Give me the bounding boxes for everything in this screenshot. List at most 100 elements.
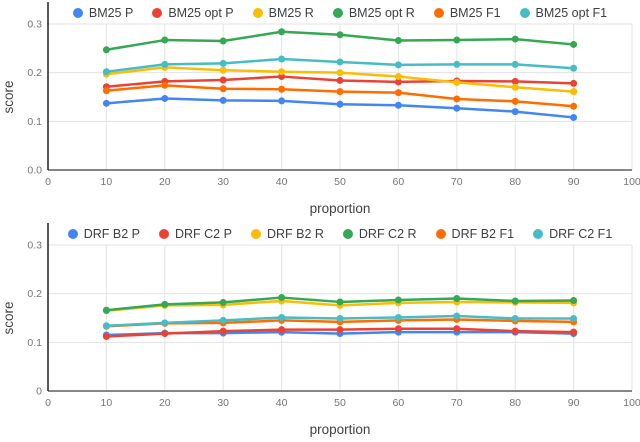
data-point-marker	[219, 76, 227, 84]
data-point-marker	[102, 68, 110, 76]
data-point-marker	[102, 87, 110, 95]
data-point-marker	[102, 332, 110, 340]
data-point-marker	[453, 36, 461, 44]
x-tick-label: 90	[568, 397, 580, 409]
y-tick-label: 0	[36, 386, 42, 398]
data-point-marker	[511, 327, 519, 335]
data-point-marker	[394, 89, 402, 97]
data-point-marker	[102, 99, 110, 107]
data-point-marker	[453, 60, 461, 68]
data-point-marker	[278, 326, 286, 334]
data-point-marker	[336, 314, 344, 322]
x-tick-label: 20	[159, 176, 171, 188]
data-point-marker	[511, 35, 519, 43]
legend-swatch-icon	[67, 229, 78, 239]
data-point-marker	[570, 296, 578, 304]
x-tick-label: 0	[45, 176, 51, 188]
legend-label: BM25 opt P	[168, 6, 234, 20]
data-point-marker	[453, 325, 461, 333]
data-point-marker	[161, 36, 169, 44]
x-tick-label: 10	[101, 176, 113, 188]
x-tick-label: 30	[217, 176, 229, 188]
legend-swatch-icon	[72, 8, 83, 18]
legend-label: DRF B2 P	[83, 227, 140, 241]
y-tick-label: 0.3	[27, 19, 42, 31]
legend-label: BM25 opt R	[348, 6, 415, 20]
data-point-marker	[394, 73, 402, 81]
data-point-marker	[278, 28, 286, 36]
data-point-marker	[511, 60, 519, 68]
data-point-marker	[394, 325, 402, 333]
legend-item: BM25 F1	[433, 6, 501, 20]
data-point-marker	[511, 77, 519, 85]
x-tick-label: 80	[509, 397, 521, 409]
data-point-marker	[570, 79, 578, 87]
data-point-marker	[161, 300, 169, 308]
plot-area-bm25: 0 10 20 30 40 50 60 70 80 90 100 0.0 0.1 0.2 0.3	[27, 2, 640, 188]
data-point-marker	[453, 312, 461, 320]
legend-bm25: BM25 P BM25 opt P BM25 R BM25 opt R BM25 F1 B…	[48, 6, 632, 20]
data-point-marker	[336, 100, 344, 108]
data-point-marker	[219, 327, 227, 335]
data-point-marker	[278, 294, 286, 302]
legend-label: DRF B2 F1	[451, 227, 515, 241]
legend-swatch-icon	[533, 229, 544, 239]
x-tick-label: 50	[334, 176, 346, 188]
legend-swatch-icon	[342, 229, 353, 239]
data-point-marker	[219, 85, 227, 93]
x-tick-label: 70	[451, 176, 463, 188]
x-tick-label: 0	[45, 397, 51, 409]
data-point-marker	[161, 319, 169, 327]
data-point-marker	[394, 37, 402, 45]
legend-item: DRF C2 P	[158, 227, 232, 241]
legend-swatch-icon	[252, 8, 263, 18]
legend-item: BM25 R	[252, 6, 314, 20]
data-point-marker	[336, 31, 344, 39]
data-point-marker	[570, 40, 578, 48]
data-point-marker	[219, 316, 227, 324]
legend-swatch-icon	[332, 8, 343, 18]
y-tick-label: 0.3	[27, 240, 42, 252]
data-point-marker	[219, 66, 227, 74]
y-tick-label: 0.1	[27, 116, 42, 128]
legend-label: DRF C2 P	[174, 227, 232, 241]
legend-swatch-icon	[519, 8, 530, 18]
data-point-marker	[394, 314, 402, 322]
data-point-marker	[570, 102, 578, 110]
data-point-marker	[336, 58, 344, 66]
data-point-marker	[570, 64, 578, 72]
data-point-marker	[511, 108, 519, 116]
legend-swatch-icon	[250, 229, 261, 239]
data-point-marker	[511, 83, 519, 91]
chart-bm25: BM25 P BM25 opt P BM25 R BM25 opt R BM25 F1 B…	[1, 2, 640, 216]
data-point-marker	[161, 94, 169, 102]
data-point-marker	[453, 295, 461, 303]
legend-swatch-icon	[433, 8, 444, 18]
legend-item: DRF B2 P	[67, 227, 140, 241]
data-point-marker	[570, 88, 578, 96]
legend-item: BM25 P	[72, 6, 133, 20]
data-point-marker	[219, 59, 227, 67]
legend-swatch-icon	[435, 229, 446, 239]
legend-item: DRF C2 R	[342, 227, 417, 241]
y-tick-label: 0.0	[27, 165, 42, 177]
data-point-marker	[453, 78, 461, 86]
data-point-marker	[336, 298, 344, 306]
data-point-marker	[278, 85, 286, 93]
data-point-marker	[453, 95, 461, 103]
data-point-marker	[161, 330, 169, 338]
data-point-marker	[102, 46, 110, 54]
data-point-marker	[278, 68, 286, 76]
data-point-marker	[102, 322, 110, 330]
data-point-marker	[161, 81, 169, 89]
x-tick-label: 70	[451, 397, 463, 409]
chart-drf: DRF B2 P DRF C2 P DRF B2 R DRF C2 R DRF B2 F…	[0, 221, 640, 442]
data-point-marker	[278, 55, 286, 63]
legend-label: DRF B2 R	[266, 227, 324, 241]
x-tick-label: 40	[276, 176, 288, 188]
data-point-marker	[570, 328, 578, 336]
legend-drf: DRF B2 P DRF C2 P DRF B2 R DRF C2 R DRF B2 F…	[48, 227, 632, 241]
legend-item: BM25 opt F1	[519, 6, 607, 20]
data-point-marker	[278, 73, 286, 81]
